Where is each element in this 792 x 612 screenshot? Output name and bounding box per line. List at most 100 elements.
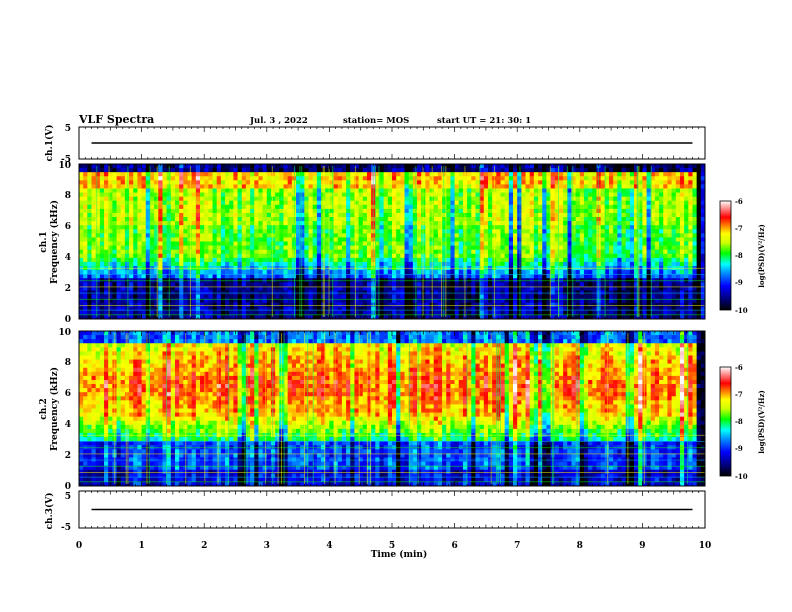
ch1-spectrogram-cell — [108, 257, 113, 263]
ch1-spectrogram-cell — [137, 310, 142, 316]
ch1-spectrogram-cell — [270, 208, 276, 214]
ch1-spectrogram-cell — [312, 164, 318, 169]
ch1-spectrogram-cell — [279, 249, 284, 255]
ch1-spectrogram-cell — [583, 302, 589, 308]
ch1-spectrogram-cell — [208, 200, 213, 206]
ch1-spectrogram-cell — [204, 204, 209, 210]
ch1-spectrogram-cell — [141, 294, 147, 299]
ch1-spectrogram-cell — [116, 208, 122, 214]
ch1-spectrogram-cell — [375, 204, 380, 210]
ch1-spectrogram-cell — [571, 282, 576, 287]
ch1-spectrogram-cell — [467, 204, 472, 210]
ch1-spectrogram-cell — [287, 176, 293, 181]
ch1-spectrogram-cell — [483, 184, 489, 189]
ch1-spectrogram-cell — [174, 172, 180, 177]
ch1-spectrogram-cell — [225, 229, 230, 234]
ch1-spectrogram-cell — [533, 306, 539, 312]
ch1-spectrogram-cell — [212, 192, 218, 197]
ch1-spectrogram-cell — [550, 241, 556, 246]
ch1-spectrogram-cell — [408, 200, 414, 206]
ch1-spectrogram-cell — [396, 237, 401, 242]
ch1-spectrogram-cell — [108, 270, 113, 275]
ch1-spectrogram-cell — [200, 261, 205, 267]
ch1-spectrogram-cell — [375, 274, 380, 279]
ch1-spectrogram-cell — [471, 302, 476, 308]
ch1-spectrogram-cell — [383, 225, 389, 230]
ch1-spectrogram-cell — [237, 188, 243, 193]
ch1-spectrogram-cell — [162, 196, 167, 202]
ch1-spectrogram-cell — [350, 229, 355, 234]
ch1-spectrogram-cell — [87, 200, 92, 206]
ch1-spectrogram-cell — [212, 310, 218, 316]
ch1-spectrogram-cell — [425, 249, 430, 255]
ch1-spectrogram-cell — [583, 192, 589, 197]
ch1-spectrogram-cell — [412, 200, 418, 206]
ch1-spectrogram-cell — [204, 294, 209, 299]
ch1-spectrogram-cell — [563, 229, 568, 234]
ch1-spectrogram-cell — [183, 204, 188, 210]
ch1-spectrogram-cell — [129, 172, 134, 177]
ch1-spectrogram-cell — [333, 208, 339, 214]
ch1-spectrogram-cell — [220, 176, 226, 181]
ch1-spectrogram-cell — [204, 237, 209, 242]
ch1-spectrogram-cell — [554, 270, 560, 275]
ch1-spectrogram-cell — [433, 192, 439, 197]
ch1-spectrogram-cell — [108, 302, 113, 308]
ch1-spectrogram-cell — [91, 245, 97, 251]
ch1-spectrogram-cell — [200, 270, 205, 275]
ch1-spectrogram-cell — [137, 314, 142, 320]
ch1-spectrogram-cell — [437, 298, 443, 304]
ch1-spectrogram-cell — [392, 257, 397, 263]
ch1-spectrogram-cell — [454, 274, 460, 279]
ch1-spectrogram-cell — [404, 257, 410, 263]
ch1-spectrogram-cell — [116, 180, 122, 185]
ch1-spectrogram-cell — [525, 261, 531, 267]
ch1-spectrogram-cell — [270, 192, 276, 197]
ch1-spectrogram-cell — [333, 294, 339, 299]
ch1-spectrogram-cell — [112, 270, 117, 275]
ch1-spectrogram-cell — [446, 282, 451, 287]
ch1-spectrogram-cell — [592, 314, 597, 320]
ch1-spectrogram-cell — [254, 249, 259, 255]
ch1-spectrogram-cell — [145, 225, 151, 230]
ch1-spectrogram-cell — [149, 245, 155, 251]
ch1-spectrogram-cell — [521, 270, 526, 275]
ch1-spectrogram-cell — [437, 294, 443, 299]
ch1-spectrogram-cell — [116, 184, 122, 189]
ch1-spectrogram-cell — [529, 241, 535, 246]
ch1-spectrogram-cell — [567, 168, 572, 173]
ch1-spectrogram-cell — [275, 298, 280, 304]
ch1-spectrogram-cell — [433, 302, 439, 308]
ch1-spectrogram-cell — [521, 229, 526, 234]
ch1-spectrogram-cell — [170, 257, 176, 263]
ch1-spectrogram-cell — [191, 249, 197, 255]
ch1-spectrogram-cell — [112, 249, 117, 255]
ch1-spectrogram-cell — [129, 192, 134, 197]
ch1-spectrogram-cell — [600, 164, 606, 169]
ch1-spectrogram-cell — [87, 192, 92, 197]
ch1-spectrogram-cell — [258, 208, 263, 214]
ch1-spectrogram-cell — [137, 298, 142, 304]
ch1-spectrogram-cell — [417, 192, 422, 197]
ch1-spectrogram-cell — [571, 192, 576, 197]
ch1-spectrogram-cell — [220, 204, 226, 210]
ch1-spectrogram-cell — [204, 200, 209, 206]
ch1-spectrogram-cell — [270, 270, 276, 275]
ch1-spectrogram-cell — [312, 298, 318, 304]
ch1-spectrogram-cell — [400, 310, 405, 316]
ch1-spectrogram-cell — [212, 168, 218, 173]
ch1-spectrogram-cell — [346, 200, 351, 206]
ch1-spectrogram-cell — [517, 168, 522, 173]
ch1-spectrogram-cell — [425, 188, 430, 193]
ch1-spectrogram-cell — [208, 249, 213, 255]
ch1-spectrogram-cell — [558, 274, 564, 279]
ch1-spectrogram-cell — [521, 241, 526, 246]
ch1-spectrogram-cell — [588, 225, 593, 230]
ch1-spectrogram-cell — [458, 168, 464, 173]
ch1-spectrogram-cell — [417, 180, 422, 185]
ch1-spectrogram-cell — [454, 208, 460, 214]
ch1-spectrogram-cell — [83, 261, 88, 267]
ch1-spectrogram-cell — [216, 204, 222, 210]
ch1-spectrogram-cell — [412, 237, 418, 242]
ch1-spectrogram-cell — [529, 188, 535, 193]
